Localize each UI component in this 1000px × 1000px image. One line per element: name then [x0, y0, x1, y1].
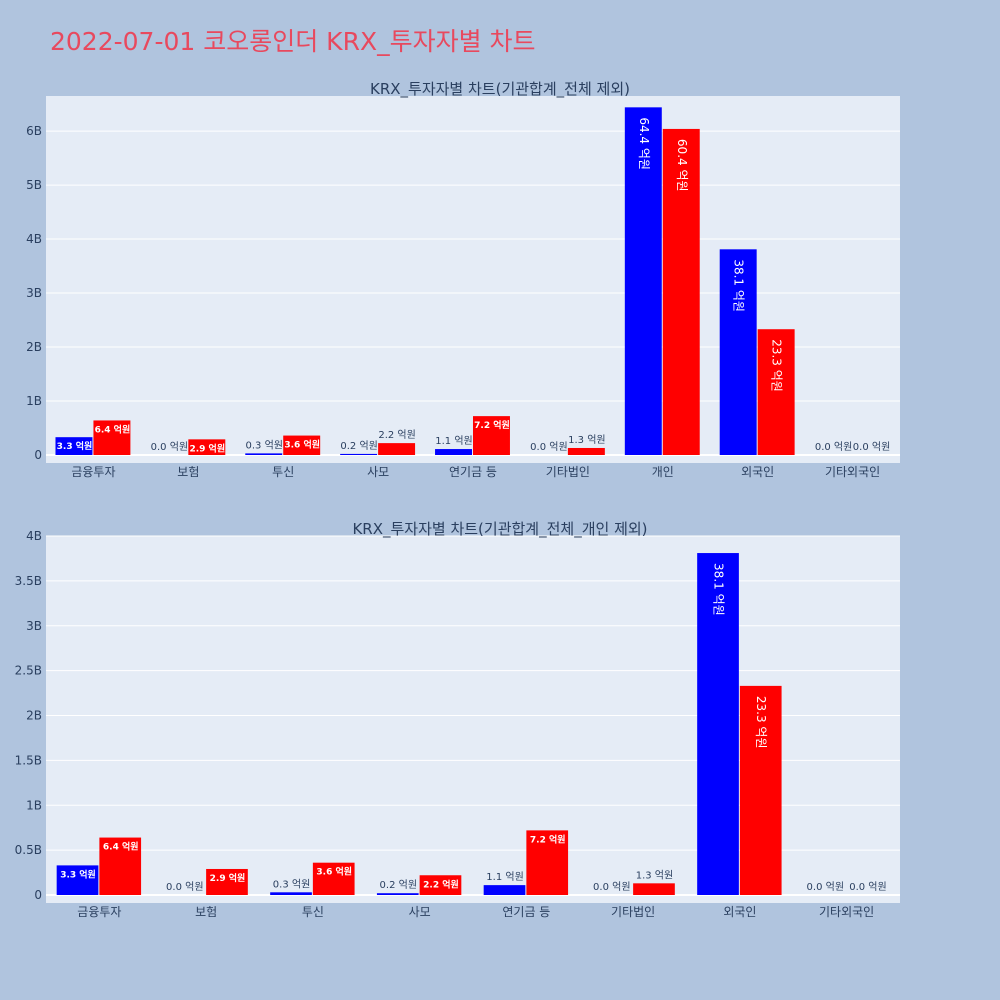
y-tick-label: 2.5B	[15, 664, 42, 678]
bar	[206, 868, 248, 895]
bar-data-label: 1.1 억원	[435, 435, 472, 447]
chart-top: 0 1B 2B 3B 4B 5B 6B KRX_투자자별 차트(기관합계_전체 제외) 금융투자…	[26, 80, 900, 479]
x-tick-label: 개인	[652, 465, 674, 479]
bar-data-label: 23.3 억원	[770, 339, 784, 392]
y-tick-label: 4B	[26, 232, 42, 246]
bar-data-label: 0.3 억원	[246, 439, 283, 451]
bar-data-label: 1.1 억원	[486, 871, 523, 883]
bar-data-label: 38.1 억원	[732, 259, 746, 312]
bar-data-label: 3.3 억원	[57, 440, 93, 452]
x-tick-label: 보험	[177, 465, 199, 479]
bar	[55, 437, 93, 455]
x-tick-label: 외국인	[741, 465, 774, 479]
bar-data-label: 6.4 억원	[103, 841, 139, 853]
bar	[188, 439, 226, 455]
bar-data-label: 3.3 억원	[60, 868, 96, 880]
bar-data-label: 38.1 억원	[712, 563, 726, 616]
y-tick-label: 4B	[26, 529, 42, 543]
bar-data-label: 7.2 억원	[474, 419, 510, 431]
bar-data-label: 2.2 억원	[378, 429, 415, 441]
chart-title: KRX_투자자별 차트(기관합계_전체 제외)	[370, 80, 630, 99]
x-tick-label: 연기금 등	[449, 465, 497, 479]
x-tick-label: 투신	[302, 905, 324, 919]
bar	[662, 128, 700, 455]
y-tick-label: 1.5B	[15, 753, 42, 767]
bar	[378, 443, 416, 455]
bar-data-label: 0.2 억원	[340, 440, 377, 452]
x-tick-label: 기타외국인	[819, 905, 874, 919]
bar	[473, 416, 510, 455]
bar-data-label: 1.3 억원	[568, 434, 605, 446]
bar-data-label: 0.3 억원	[273, 878, 310, 890]
chart-title: KRX_투자자별 차트(기관합계_전체_개인 제외)	[352, 520, 647, 539]
x-tick-label: 기타외국인	[825, 465, 880, 479]
bar-data-label: 0.0 억원	[593, 881, 630, 893]
y-tick-label: 6B	[26, 124, 42, 138]
page-title: 2022-07-01 코오롱인더 KRX_투자자별 차트	[50, 27, 536, 56]
bar-data-label: 6.4 억원	[95, 423, 131, 435]
x-tick-label: 기타법인	[546, 465, 590, 479]
bar	[435, 449, 472, 455]
bar	[567, 447, 605, 455]
bar	[376, 893, 419, 895]
bar-data-label: 0.0 억원	[166, 881, 203, 893]
bar	[633, 883, 675, 895]
bar-data-label: 2.2 억원	[423, 878, 459, 890]
bar-data-label: 0.0 억원	[530, 441, 567, 453]
bar-data-label: 1.3 억원	[636, 869, 673, 881]
bar-data-label: 0.2 억원	[380, 879, 417, 891]
y-tick-label: 2B	[26, 340, 42, 354]
bar	[483, 885, 526, 895]
bar-data-label: 0.0 억원	[815, 441, 852, 453]
y-tick-label: 3B	[26, 619, 42, 633]
bar-data-label: 0.0 억원	[849, 881, 886, 893]
y-tick-label: 1B	[26, 798, 42, 812]
bar-data-label: 2.9 억원	[189, 442, 225, 454]
x-tick-label: 금융투자	[77, 905, 121, 919]
y-tick-label: 3.5B	[15, 574, 42, 588]
x-tick-label: 연기금 등	[502, 905, 550, 919]
bar	[624, 107, 662, 455]
bar	[419, 875, 462, 895]
x-tick-label: 사모	[409, 905, 431, 919]
x-tick-label: 투신	[272, 465, 294, 479]
x-tick-label: 외국인	[723, 905, 756, 919]
bar	[757, 329, 795, 455]
y-tick-label: 3B	[26, 286, 42, 300]
chart-bottom: 0 0.5B 1B 1.5B 2B 2.5B 3B 3.5B 4B KRX_투자자별 차트(기관합…	[15, 520, 900, 919]
x-tick-label: 기타법인	[611, 905, 655, 919]
bar-data-label: 3.6 억원	[284, 439, 320, 451]
bar-data-label: 2.9 억원	[210, 872, 246, 884]
bar-data-label: 64.4 억원	[637, 117, 651, 170]
bar-data-label: 60.4 억원	[675, 139, 689, 192]
bar	[697, 553, 739, 895]
bar	[719, 249, 757, 455]
bar-data-label: 23.3 억원	[754, 696, 768, 749]
bar	[312, 862, 355, 895]
bar	[245, 453, 283, 455]
y-tick-label: 0	[34, 888, 42, 902]
bar-data-label: 7.2 억원	[530, 833, 566, 845]
bar	[340, 453, 378, 455]
bar	[283, 435, 321, 455]
bar-data-label: 0.0 억원	[807, 881, 844, 893]
x-tick-label: 보험	[195, 905, 217, 919]
y-tick-label: 0	[34, 448, 42, 462]
bar	[270, 892, 312, 895]
bar	[56, 865, 99, 895]
bar	[526, 830, 569, 895]
bar	[739, 685, 782, 895]
bar	[99, 837, 142, 895]
bar-data-label: 3.6 억원	[316, 866, 352, 878]
bar-data-label: 0.0 억원	[151, 441, 188, 453]
x-tick-label: 사모	[367, 465, 389, 479]
y-tick-label: 1B	[26, 394, 42, 408]
y-tick-label: 0.5B	[15, 843, 42, 857]
y-tick-label: 5B	[26, 178, 42, 192]
bar-data-label: 0.0 억원	[853, 441, 890, 453]
x-tick-label: 금융투자	[71, 465, 115, 479]
bar	[93, 420, 131, 455]
y-tick-label: 2B	[26, 709, 42, 723]
